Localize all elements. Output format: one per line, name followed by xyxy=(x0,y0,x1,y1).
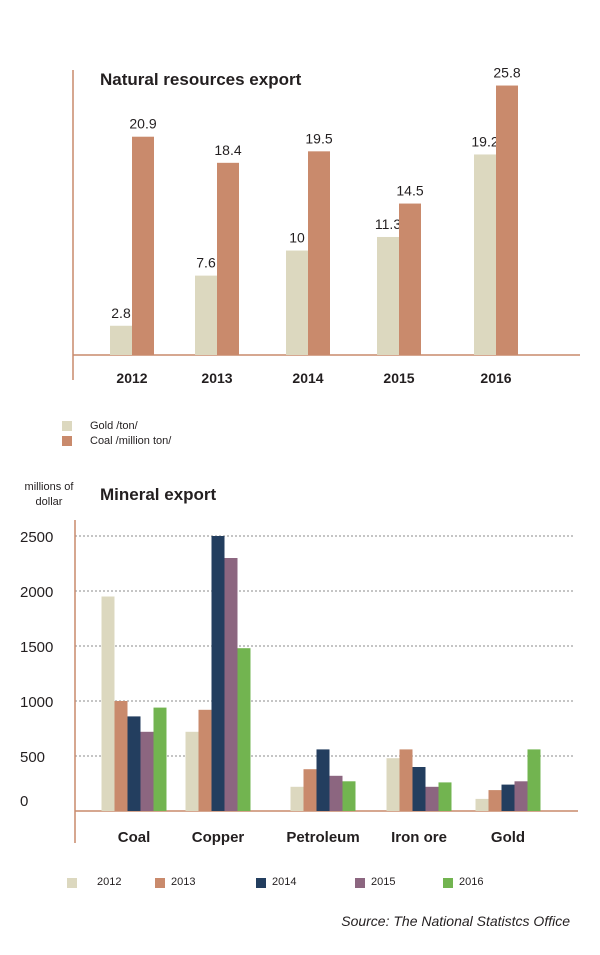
bar-gold-2014 xyxy=(501,784,515,811)
bar-coal-2015 xyxy=(140,731,154,811)
y-tick-2500: 2500 xyxy=(20,529,53,546)
legend-swatch-2016 xyxy=(443,878,453,888)
data-label-gold-2014: 10 xyxy=(289,230,305,246)
bar-copper-2016 xyxy=(237,648,251,811)
data-label-gold-2012: 2.8 xyxy=(111,305,131,321)
legend-swatch-2015 xyxy=(355,878,365,888)
data-label-gold-2013: 7.6 xyxy=(196,255,216,271)
chart2-ylabel: millions of dollar xyxy=(24,481,74,508)
data-label-coal-2015: 14.5 xyxy=(396,183,423,199)
bar-gold-2016 xyxy=(474,154,496,355)
bar-gold-2015 xyxy=(514,781,528,811)
bar-coal-2012 xyxy=(101,596,115,811)
data-label-coal-2014: 19.5 xyxy=(305,130,332,146)
x-tick-iron-ore: Iron ore xyxy=(391,829,447,846)
y-tick-1000: 1000 xyxy=(20,694,53,711)
bar-petroleum-2016 xyxy=(342,781,356,811)
bar-gold-2014 xyxy=(286,250,308,355)
bar-coal-2016 xyxy=(153,707,167,811)
bar-coal-2013 xyxy=(217,162,239,355)
legend-swatch-2013 xyxy=(155,878,165,888)
x-tick-coal: Coal xyxy=(118,829,151,846)
chart2-svg: 0 500 1000 1500 2000 2500 Coal Copper Petroleum I… xyxy=(20,520,578,846)
bar-petroleum-2013 xyxy=(303,769,317,811)
bar-iron-ore-2015 xyxy=(425,786,439,811)
bar-coal-2014 xyxy=(127,716,141,811)
bar-copper-2013 xyxy=(198,709,212,811)
x-tick-petroleum: Petroleum xyxy=(286,829,359,846)
bar-iron-ore-2016 xyxy=(438,782,452,811)
legend-swatch-gold xyxy=(62,421,72,431)
x-tick-2014: 2014 xyxy=(292,370,323,386)
bar-iron-ore-2014 xyxy=(412,767,426,811)
data-label-coal-2013: 18.4 xyxy=(214,142,241,158)
bar-petroleum-2015 xyxy=(329,775,343,811)
x-tick-copper: Copper xyxy=(192,829,245,846)
bar-copper-2014 xyxy=(211,536,225,811)
legend-label-2016: 2016 xyxy=(459,876,484,888)
bar-gold-2012 xyxy=(475,798,489,811)
legend-label-2013: 2013 xyxy=(171,876,196,888)
legend-label-2015: 2015 xyxy=(371,876,396,888)
legend-swatch-2012 xyxy=(67,878,77,888)
y-tick-2000: 2000 xyxy=(20,584,53,601)
bar-coal-2015 xyxy=(399,203,421,355)
y-tick-0: 0 xyxy=(20,793,28,810)
chart2-title: Mineral export xyxy=(100,485,217,504)
data-label-coal-2012: 20.9 xyxy=(129,116,156,132)
bar-petroleum-2014 xyxy=(316,749,330,811)
bar-coal-2013 xyxy=(114,701,128,811)
bar-copper-2015 xyxy=(224,558,238,811)
x-tick-gold: Gold xyxy=(491,829,525,846)
legend-label-gold: Gold /ton/ xyxy=(90,420,138,432)
x-tick-2015: 2015 xyxy=(383,370,414,386)
x-tick-2016: 2016 xyxy=(480,370,511,386)
legend-swatch-2014 xyxy=(256,878,266,888)
bar-gold-2013 xyxy=(195,275,217,355)
bar-copper-2012 xyxy=(185,731,199,811)
bar-iron-ore-2012 xyxy=(386,758,400,811)
legend-label-2012: 2012 xyxy=(97,876,122,888)
legend-label-coal: Coal /million ton/ xyxy=(90,435,172,447)
x-tick-2012: 2012 xyxy=(116,370,147,386)
bar-petroleum-2012 xyxy=(290,786,304,811)
y-tick-500: 500 xyxy=(20,749,45,766)
data-label-coal-2016: 25.8 xyxy=(493,65,520,81)
x-tick-2013: 2013 xyxy=(201,370,232,386)
source-note: Source: The National Statistcs Office xyxy=(341,913,570,929)
data-label-gold-2016: 19.2 xyxy=(471,133,498,149)
legend-label-2014: 2014 xyxy=(272,876,297,888)
bar-gold-2013 xyxy=(488,790,502,811)
bar-gold-2015 xyxy=(377,236,399,355)
bar-gold-2012 xyxy=(110,325,132,355)
legend-swatch-coal xyxy=(62,436,72,446)
chart1-title: Natural resources export xyxy=(100,70,302,89)
y-tick-1500: 1500 xyxy=(20,639,53,656)
bar-coal-2016 xyxy=(496,85,518,356)
chart1-svg: 2.8 20.9 2012 7.6 18.4 2013 10 19.5 2014 11.3 14.5… xyxy=(72,65,580,386)
data-label-gold-2015: 11.3 xyxy=(375,216,401,232)
bar-coal-2014 xyxy=(308,151,330,355)
bar-coal-2012 xyxy=(132,136,154,355)
bar-iron-ore-2013 xyxy=(399,749,413,811)
bar-gold-2016 xyxy=(527,749,541,811)
